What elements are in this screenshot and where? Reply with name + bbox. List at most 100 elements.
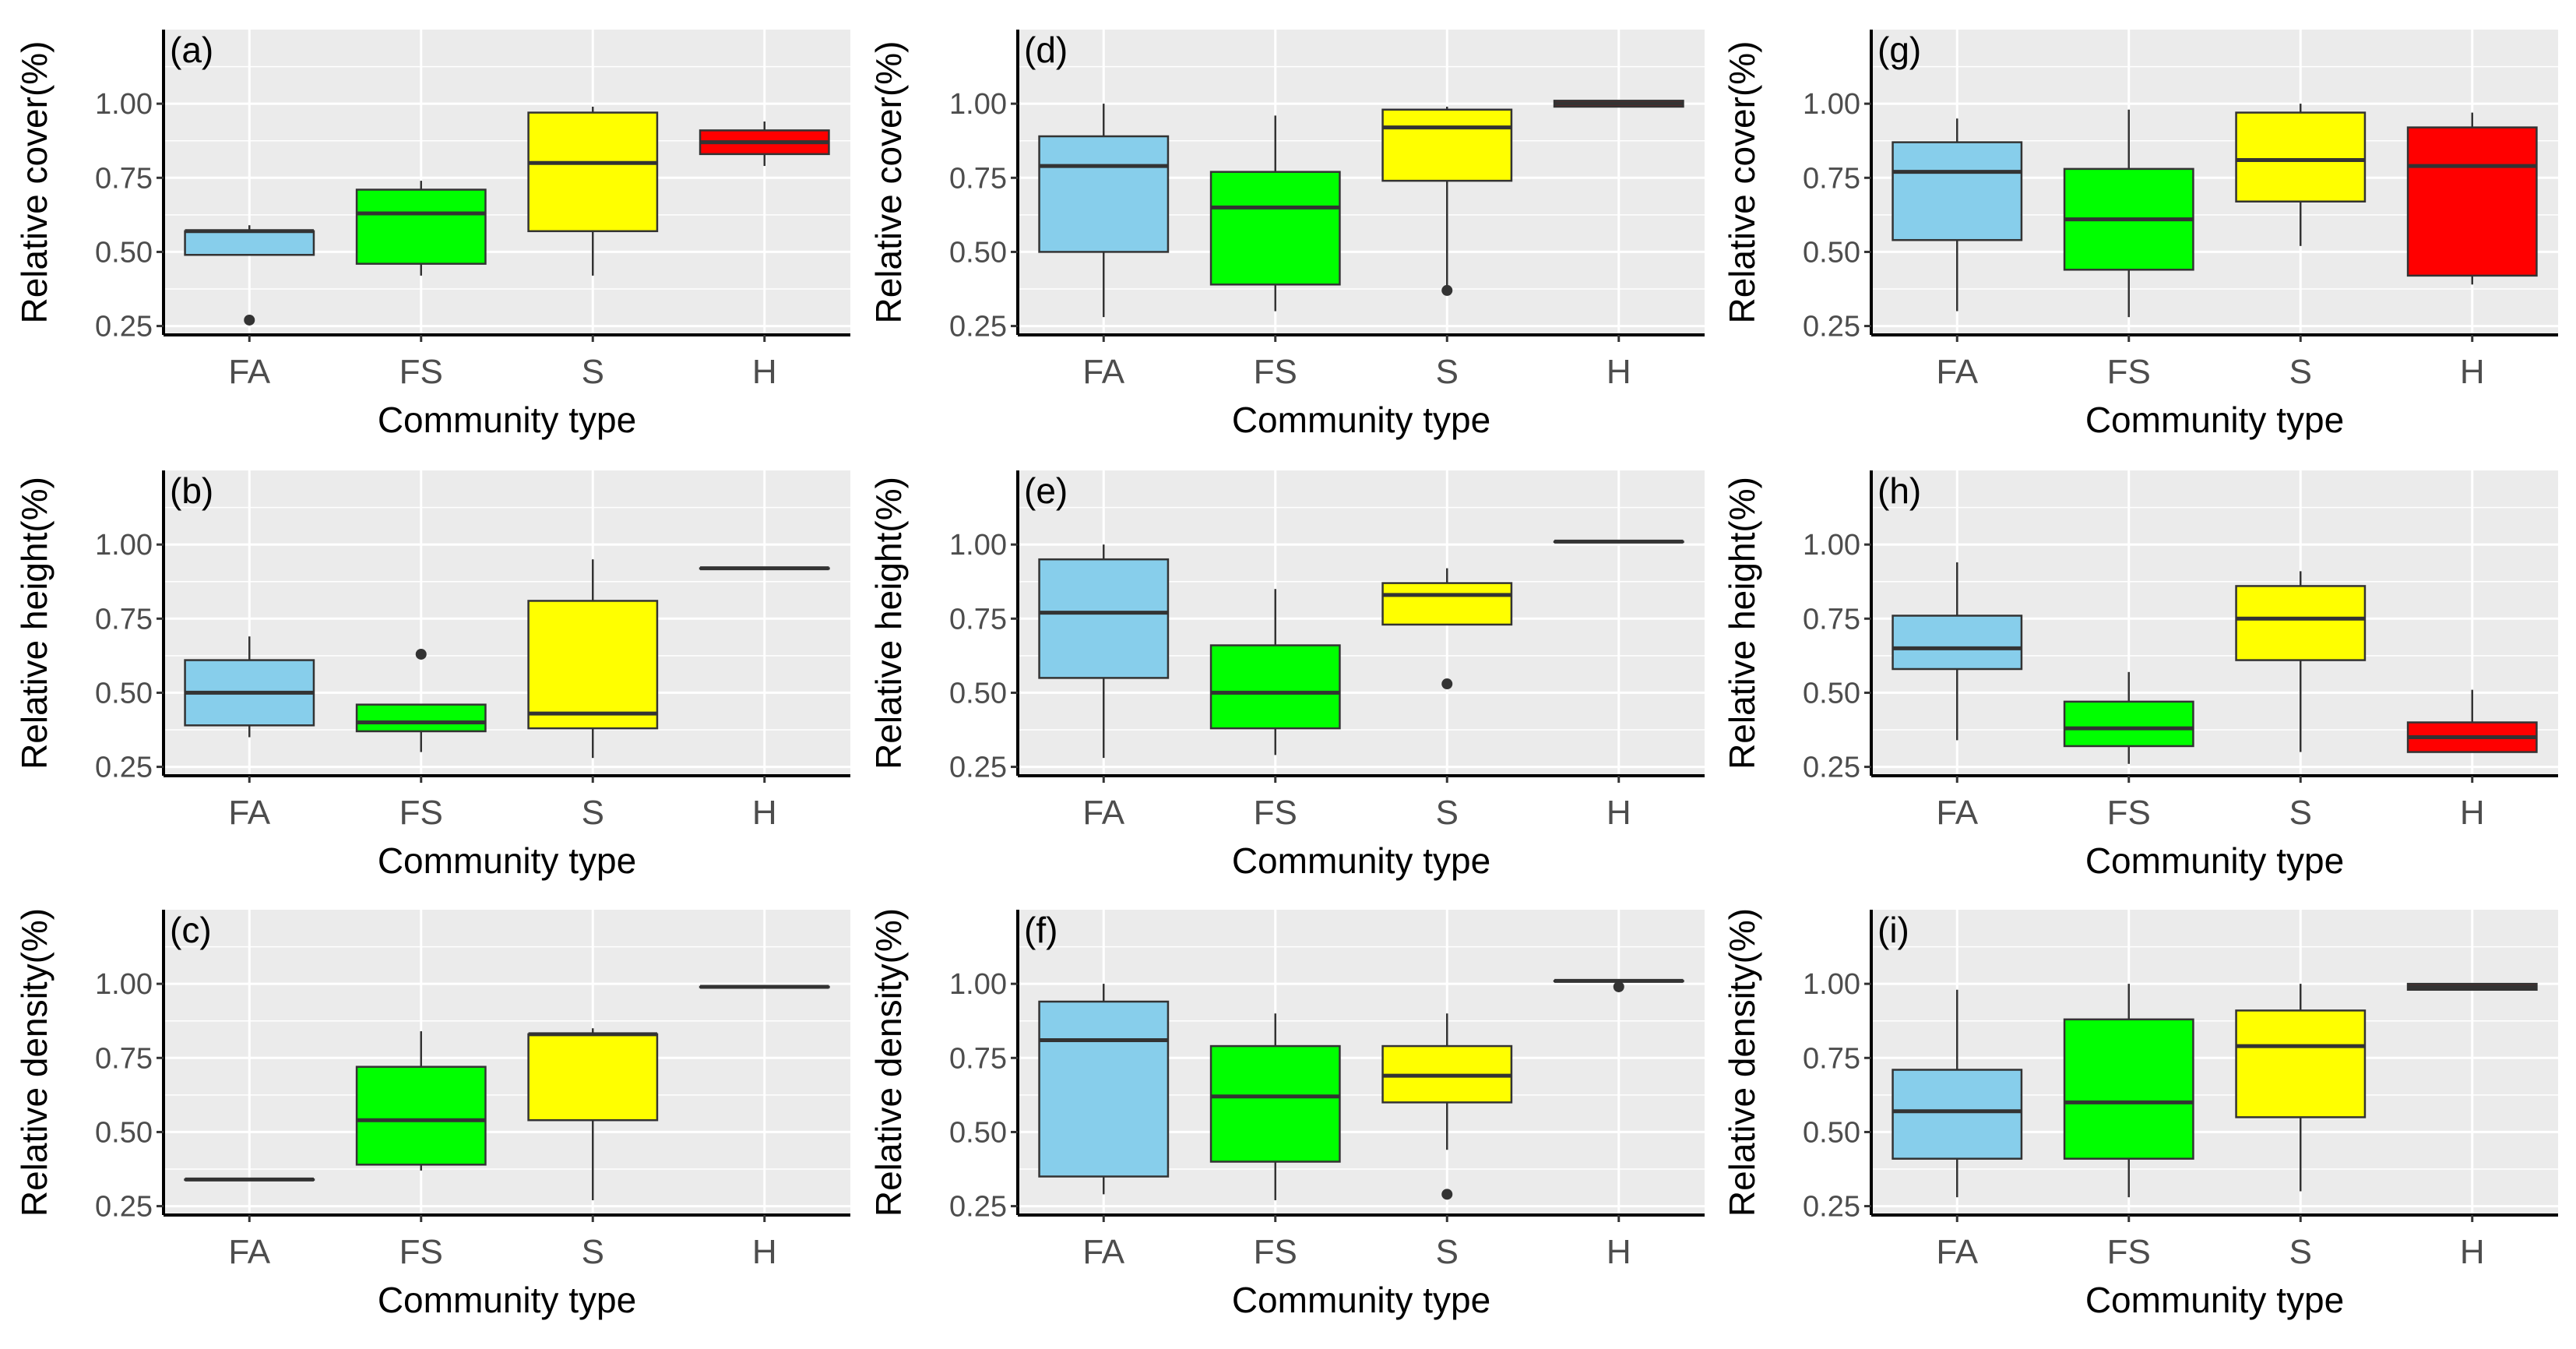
y-tick-label: 0.25 (95, 311, 153, 343)
box-body (2235, 585, 2367, 661)
panel-h: 0.25 0.50 0.75 1.00 FA FS S H Community type Rela… (1722, 470, 2558, 881)
x-axis-title: Community type (1232, 840, 1490, 881)
box-fs (2063, 671, 2194, 764)
x-tick-label: H (752, 794, 777, 832)
box-fs (1209, 1013, 1341, 1200)
box-fs (1209, 115, 1341, 312)
panel-e: 0.25 0.50 0.75 1.00 FA FS S H Community type Rela… (868, 470, 1705, 881)
outlier-point (244, 314, 255, 326)
x-tick-label: H (1606, 794, 1631, 832)
y-tick-label: 0.75 (95, 162, 153, 195)
box-body (1381, 582, 1513, 626)
box-fs (2063, 109, 2194, 318)
y-tick-label: 0.75 (949, 162, 1007, 195)
x-tick-label: FS (2107, 1233, 2151, 1271)
panel-label: (d) (1024, 30, 1068, 70)
box-s (2235, 984, 2367, 1192)
y-axis-title: Relative cover(%) (1722, 41, 1762, 324)
box-fa (1038, 104, 1170, 318)
box-h (1553, 978, 1684, 992)
y-tick-label: 0.50 (1803, 677, 1860, 710)
x-tick-label: S (582, 1233, 604, 1271)
y-tick-label: 1.00 (95, 968, 153, 1001)
y-tick-label: 1.00 (1803, 529, 1860, 562)
y-tick-label: 0.25 (1803, 752, 1860, 784)
y-axis-title: Relative cover(%) (14, 41, 55, 324)
panel-label: (h) (1877, 470, 1921, 511)
outlier-point (415, 648, 427, 660)
y-axis-title: Relative density(%) (14, 908, 55, 1217)
panel-g: 0.25 0.50 0.75 1.00 FA FS S H Community type Rela… (1722, 30, 2558, 440)
box-body (1209, 1044, 1341, 1163)
box-fs (355, 181, 487, 276)
box-h (2406, 689, 2538, 753)
x-tick-label: FA (1936, 794, 1978, 832)
x-tick-label: S (2289, 1233, 2312, 1271)
box-fa (184, 225, 315, 326)
box-body (355, 703, 487, 733)
box-fa (1892, 989, 2023, 1198)
box-body (184, 230, 315, 256)
y-tick-label: 0.50 (95, 1116, 153, 1149)
x-tick-label: H (2460, 353, 2485, 391)
x-tick-label: FS (399, 1233, 443, 1271)
outlier-point (1441, 1189, 1453, 1200)
box-body (1209, 171, 1341, 286)
panel-d: 0.25 0.50 0.75 1.00 FA FS S H Community type Rela… (868, 30, 1705, 440)
box-body (527, 1033, 659, 1122)
x-tick-label: FA (228, 1233, 270, 1271)
outlier-point (1441, 284, 1453, 296)
y-tick-label: 0.25 (949, 752, 1007, 784)
box-h (1553, 100, 1684, 108)
box-body (355, 188, 487, 265)
x-tick-label: FS (1254, 1233, 1297, 1271)
x-tick-label: FS (1254, 353, 1297, 391)
y-tick-label: 1.00 (1803, 968, 1860, 1001)
y-tick-label: 0.25 (949, 311, 1007, 343)
y-tick-label: 0.50 (949, 1116, 1007, 1149)
y-tick-label: 0.50 (949, 677, 1007, 710)
y-tick-label: 0.25 (1803, 1191, 1860, 1224)
box-fa (1892, 562, 2023, 741)
panel-label: (b) (170, 470, 213, 511)
x-tick-label: S (1436, 353, 1459, 391)
x-tick-label: FA (228, 794, 270, 832)
y-axis-title: Relative density(%) (1722, 908, 1762, 1217)
box-body (2063, 1018, 2194, 1160)
y-tick-label: 0.75 (1803, 603, 1860, 636)
panel-label: (g) (1877, 30, 1921, 70)
box-body (527, 600, 659, 730)
panel-label: (c) (170, 910, 212, 950)
box-fa (1892, 118, 2023, 312)
x-tick-label: FA (1936, 1233, 1978, 1271)
y-tick-label: 1.00 (95, 88, 153, 121)
panel-c: 0.25 0.50 0.75 1.00 FA FS S H Community type Rela… (14, 908, 850, 1320)
box-body (2235, 1009, 2367, 1118)
x-tick-label: S (1436, 794, 1459, 832)
x-tick-label: FA (1936, 353, 1978, 391)
x-tick-label: H (1606, 1233, 1631, 1271)
y-tick-label: 1.00 (949, 968, 1007, 1001)
panel-i: 0.25 0.50 0.75 1.00 FA FS S H Community type Rela… (1722, 908, 2558, 1320)
box-h (2406, 982, 2538, 991)
plot-background (164, 910, 850, 1215)
x-tick-label: FA (1082, 1233, 1124, 1271)
y-tick-label: 1.00 (95, 529, 153, 562)
box-h (699, 121, 830, 167)
y-tick-label: 0.75 (95, 603, 153, 636)
x-tick-label: S (1436, 1233, 1459, 1271)
x-tick-label: FS (399, 794, 443, 832)
x-tick-label: S (2289, 353, 2312, 391)
box-h (1553, 539, 1684, 544)
y-tick-label: 0.75 (1803, 162, 1860, 195)
x-axis-title: Community type (378, 1280, 636, 1320)
x-tick-label: FA (1082, 794, 1124, 832)
y-tick-label: 0.75 (949, 603, 1007, 636)
y-tick-label: 0.50 (949, 236, 1007, 269)
y-tick-label: 0.50 (1803, 1116, 1860, 1149)
box-s (527, 106, 659, 276)
box-s (527, 559, 659, 759)
y-axis-title: Relative density(%) (868, 908, 909, 1217)
y-tick-label: 0.50 (95, 677, 153, 710)
x-axis-title: Community type (2085, 400, 2344, 440)
